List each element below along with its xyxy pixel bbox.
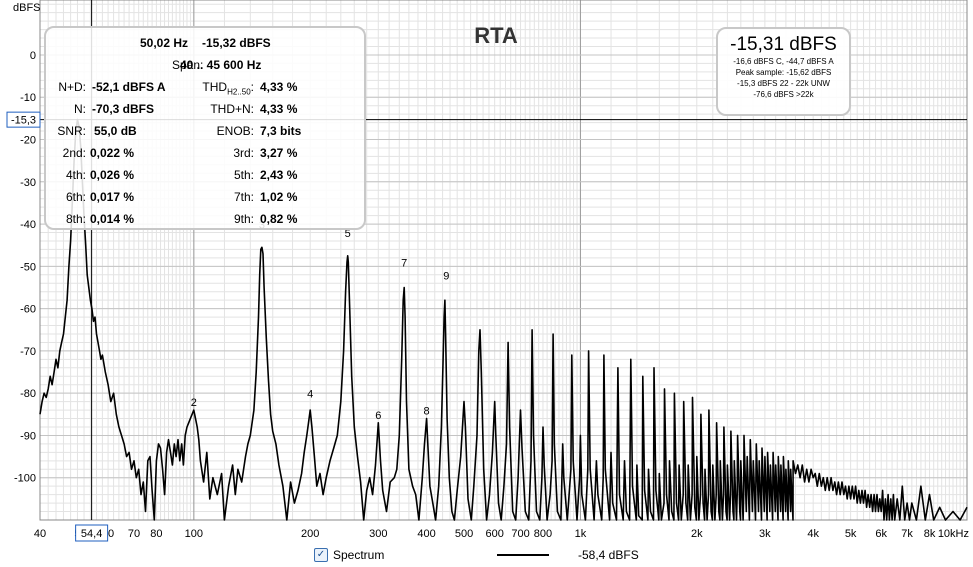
x-tick-label: 700 (511, 528, 529, 540)
h2-value: 0,022 % (90, 146, 135, 160)
y-tick-label: -80 (20, 388, 36, 400)
h8-label: 8th: (65, 212, 86, 226)
harmonic-label: 7 (401, 258, 407, 270)
span-value: 40 .. 45 600 Hz (180, 58, 262, 72)
h2-label: 2nd: (62, 146, 86, 160)
enob-label: ENOB: (216, 124, 254, 138)
enob-value: 7,3 bits (260, 124, 302, 138)
x-tick-label: 40 (34, 528, 46, 540)
x-axis-ticks: 4056070801002003004005006007008001k2k3k4… (34, 528, 969, 540)
legend: ✓ Spectrum -58,4 dBFS (0, 544, 973, 566)
h4-value: 0,026 % (90, 168, 135, 182)
x-tick-label: 10kHz (938, 528, 969, 540)
x-tick-label: 100 (185, 528, 203, 540)
harmonic-label: 6 (375, 410, 381, 422)
x-tick-label: 300 (369, 528, 387, 540)
cursor-y-value: -15,3 (11, 115, 36, 127)
harmonic-label: 9 (443, 270, 449, 282)
spectrum-trace (39, 118, 968, 521)
x-tick-label: 500 (455, 528, 473, 540)
x-tick-label: 70 (128, 528, 140, 540)
x-tick-label: 2k (691, 528, 703, 540)
h4-label: 4th: (65, 168, 86, 182)
spectrum-legend-value: -58,4 dBFS (578, 548, 639, 562)
h6-label: 6th: (65, 190, 86, 204)
y-tick-label: -20 (20, 135, 36, 147)
x-tick-label: 600 (485, 528, 503, 540)
y-axis-ticks: 0 -10 -20 -30 -40 -50 -60 -70 -80 -90 -100 (14, 50, 36, 485)
x-tick-label: 7k (901, 528, 913, 540)
h5-label: 5th: (233, 168, 254, 182)
snr-value: 55,0 dB (94, 124, 137, 138)
fundamental-frequency: 50,02 Hz (140, 36, 189, 50)
x-tick-label: 200 (301, 528, 319, 540)
x-tick-label: 800 (534, 528, 552, 540)
y-tick-label: -60 (20, 304, 36, 316)
h3-value: 3,27 % (260, 146, 298, 160)
cursor-x-value: 54,4 (81, 528, 102, 540)
thd-label: THDH2..50: (202, 80, 254, 97)
h7-label: 7th: (233, 190, 254, 204)
plot-frame (39, 0, 968, 521)
peak-detail-line-3: -15,3 dBFS 22 - 22k UNW (737, 79, 830, 88)
grid-major (40, 0, 967, 520)
y-axis-label: dBFS (13, 2, 41, 14)
x-tick-label: 6k (875, 528, 887, 540)
thdn-label: THD+N: (210, 102, 254, 116)
y-tick-label: -70 (20, 346, 36, 358)
h6-value: 0,017 % (90, 190, 135, 204)
spectrum-checkbox[interactable]: ✓ (314, 548, 328, 562)
nd-value: -52,1 dBFS A (92, 80, 166, 94)
nd-label: N+D: (58, 80, 86, 94)
harmonic-label: 8 (424, 406, 430, 418)
harmonic-label: 2 (191, 397, 197, 409)
noise-label: N: (74, 102, 86, 116)
y-tick-label: -40 (20, 219, 36, 231)
x-tick-label: 1k (575, 528, 587, 540)
thd-value: 4,33 % (260, 80, 298, 94)
y-tick-label: -90 (20, 430, 36, 442)
thdn-value: 4,33 % (260, 102, 298, 116)
peak-detail-line-1: -16,6 dBFS C, -44,7 dBFS A (733, 57, 834, 66)
y-tick-label: -50 (20, 261, 36, 273)
h5-value: 2,43 % (260, 168, 298, 182)
noise-value: -70,3 dBFS (92, 102, 155, 116)
h9-value: 0,82 % (260, 212, 298, 226)
y-tick-label: -100 (14, 473, 36, 485)
cursor-x-marker[interactable]: 54,4 (75, 524, 109, 542)
x-tick-label: 4k (807, 528, 819, 540)
h9-label: 9th: (233, 212, 254, 226)
cursor-y-marker[interactable]: -15,3 (6, 111, 41, 128)
chart-title: RTA (474, 23, 518, 48)
peak-level-value: -15,31 dBFS (730, 34, 837, 55)
peak-detail-line-2: Peak sample: -15,62 dBFS (735, 68, 832, 77)
spectrum-legend-swatch (497, 554, 549, 556)
span-label: Span: (172, 58, 204, 72)
x-tick-label: 80 (150, 528, 162, 540)
h3-label: 3rd: (233, 146, 254, 160)
y-tick-label: -10 (20, 92, 36, 104)
snr-label: SNR: (57, 124, 86, 138)
harmonic-label: 4 (307, 389, 313, 401)
peak-level-panel: -15,31 dBFS -16,6 dBFS C, -44,7 dBFS A P… (716, 27, 851, 116)
h8-value: 0,014 % (90, 212, 135, 226)
x-tick-label: 5k (845, 528, 857, 540)
y-tick-label: 0 (30, 50, 36, 62)
fundamental-level: -15,32 dBFS (202, 36, 271, 50)
spectrum-legend-label[interactable]: Spectrum (333, 548, 385, 562)
x-tick-label: 3k (759, 528, 771, 540)
peak-detail-line-4: -76,6 dBFS >22k (753, 90, 814, 99)
x-tick-label: 400 (417, 528, 435, 540)
measurement-panel: 50,02 Hz -15,32 dBFS Span: 40 .. 45 600 … (44, 26, 366, 230)
x-tick-label: 8k (924, 528, 936, 540)
h7-value: 1,02 % (260, 190, 298, 204)
harmonic-label: 5 (345, 228, 351, 240)
y-tick-label: -30 (20, 177, 36, 189)
